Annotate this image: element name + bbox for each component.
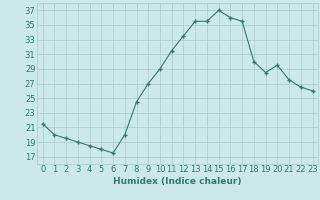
X-axis label: Humidex (Indice chaleur): Humidex (Indice chaleur) bbox=[113, 177, 242, 186]
